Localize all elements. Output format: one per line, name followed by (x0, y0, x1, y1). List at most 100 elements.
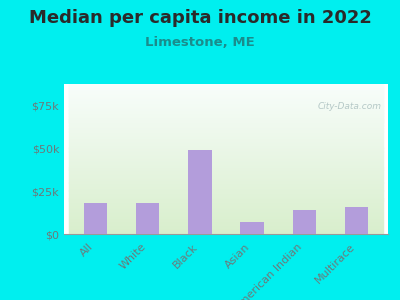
Bar (69, 178, 383, 179)
Bar (69, 160, 383, 161)
Bar (69, 124, 383, 125)
Bar (69, 165, 383, 166)
Bar (69, 100, 383, 101)
Bar (69, 118, 383, 119)
Bar (69, 112, 383, 113)
Bar (69, 92, 383, 93)
Bar (69, 187, 383, 188)
Bar (69, 116, 383, 117)
Bar (69, 101, 383, 102)
Bar (69, 106, 383, 107)
Bar (69, 203, 383, 204)
Bar (69, 128, 383, 129)
Bar (69, 216, 383, 217)
Bar (69, 122, 383, 123)
Bar (69, 180, 383, 181)
Bar (69, 226, 383, 227)
Bar (188, 150, 212, 234)
Bar (69, 102, 383, 103)
Bar (69, 204, 383, 205)
Bar (69, 88, 383, 89)
Bar (69, 205, 383, 206)
Bar (69, 125, 383, 126)
Bar (69, 208, 383, 209)
Bar (69, 168, 383, 169)
Bar (69, 140, 383, 141)
Bar (69, 176, 383, 177)
Bar (69, 139, 383, 140)
Bar (69, 219, 383, 220)
Bar (69, 97, 383, 98)
Bar (69, 93, 383, 94)
Bar (69, 141, 383, 142)
Bar (69, 190, 383, 191)
Bar (69, 193, 383, 194)
Bar (69, 198, 383, 199)
Bar (69, 129, 383, 130)
Bar (69, 119, 383, 120)
Bar (69, 183, 383, 184)
Bar (69, 150, 383, 151)
Bar (69, 227, 383, 228)
Bar (69, 173, 383, 174)
Bar (69, 191, 383, 192)
Bar (69, 107, 383, 108)
Bar (69, 137, 383, 138)
Bar (69, 85, 383, 86)
Bar (69, 157, 383, 158)
Bar (69, 214, 383, 215)
Bar (69, 164, 383, 165)
Bar (69, 103, 383, 104)
Bar (69, 184, 383, 185)
Bar (69, 233, 383, 234)
Bar (69, 231, 383, 232)
Bar (69, 98, 383, 99)
Bar (69, 130, 383, 131)
Bar (69, 192, 383, 193)
Bar (69, 146, 383, 147)
Bar (69, 94, 383, 95)
Text: Limestone, ME: Limestone, ME (145, 36, 255, 49)
Bar (69, 114, 383, 115)
Bar (69, 202, 383, 203)
Bar (69, 189, 383, 190)
Bar (69, 96, 383, 97)
Bar (69, 195, 383, 196)
Bar (293, 210, 316, 234)
Bar (69, 89, 383, 90)
Bar (69, 152, 383, 153)
Bar (69, 123, 383, 124)
Bar (69, 147, 383, 148)
Bar (69, 90, 383, 91)
Bar (69, 136, 383, 137)
Bar (69, 126, 383, 127)
Bar (84, 203, 107, 234)
Bar (69, 212, 383, 213)
Bar (69, 120, 383, 121)
Bar (69, 84, 383, 85)
Bar (69, 131, 383, 132)
Bar (69, 144, 383, 145)
Bar (69, 174, 383, 175)
Bar (69, 218, 383, 219)
Bar (69, 179, 383, 180)
Bar (69, 172, 383, 173)
Bar (69, 132, 383, 133)
Bar (69, 86, 383, 87)
Bar (69, 171, 383, 172)
Bar (69, 99, 383, 100)
Bar (69, 104, 383, 105)
Bar (69, 230, 383, 231)
Bar (69, 138, 383, 139)
Bar (136, 203, 159, 234)
Bar (69, 228, 383, 229)
Bar (69, 148, 383, 149)
Bar (69, 185, 383, 186)
Bar (69, 163, 383, 164)
Bar (69, 220, 383, 221)
Bar (69, 225, 383, 226)
Bar (69, 159, 383, 160)
Bar (69, 145, 383, 146)
Bar (69, 201, 383, 202)
Bar (69, 111, 383, 112)
